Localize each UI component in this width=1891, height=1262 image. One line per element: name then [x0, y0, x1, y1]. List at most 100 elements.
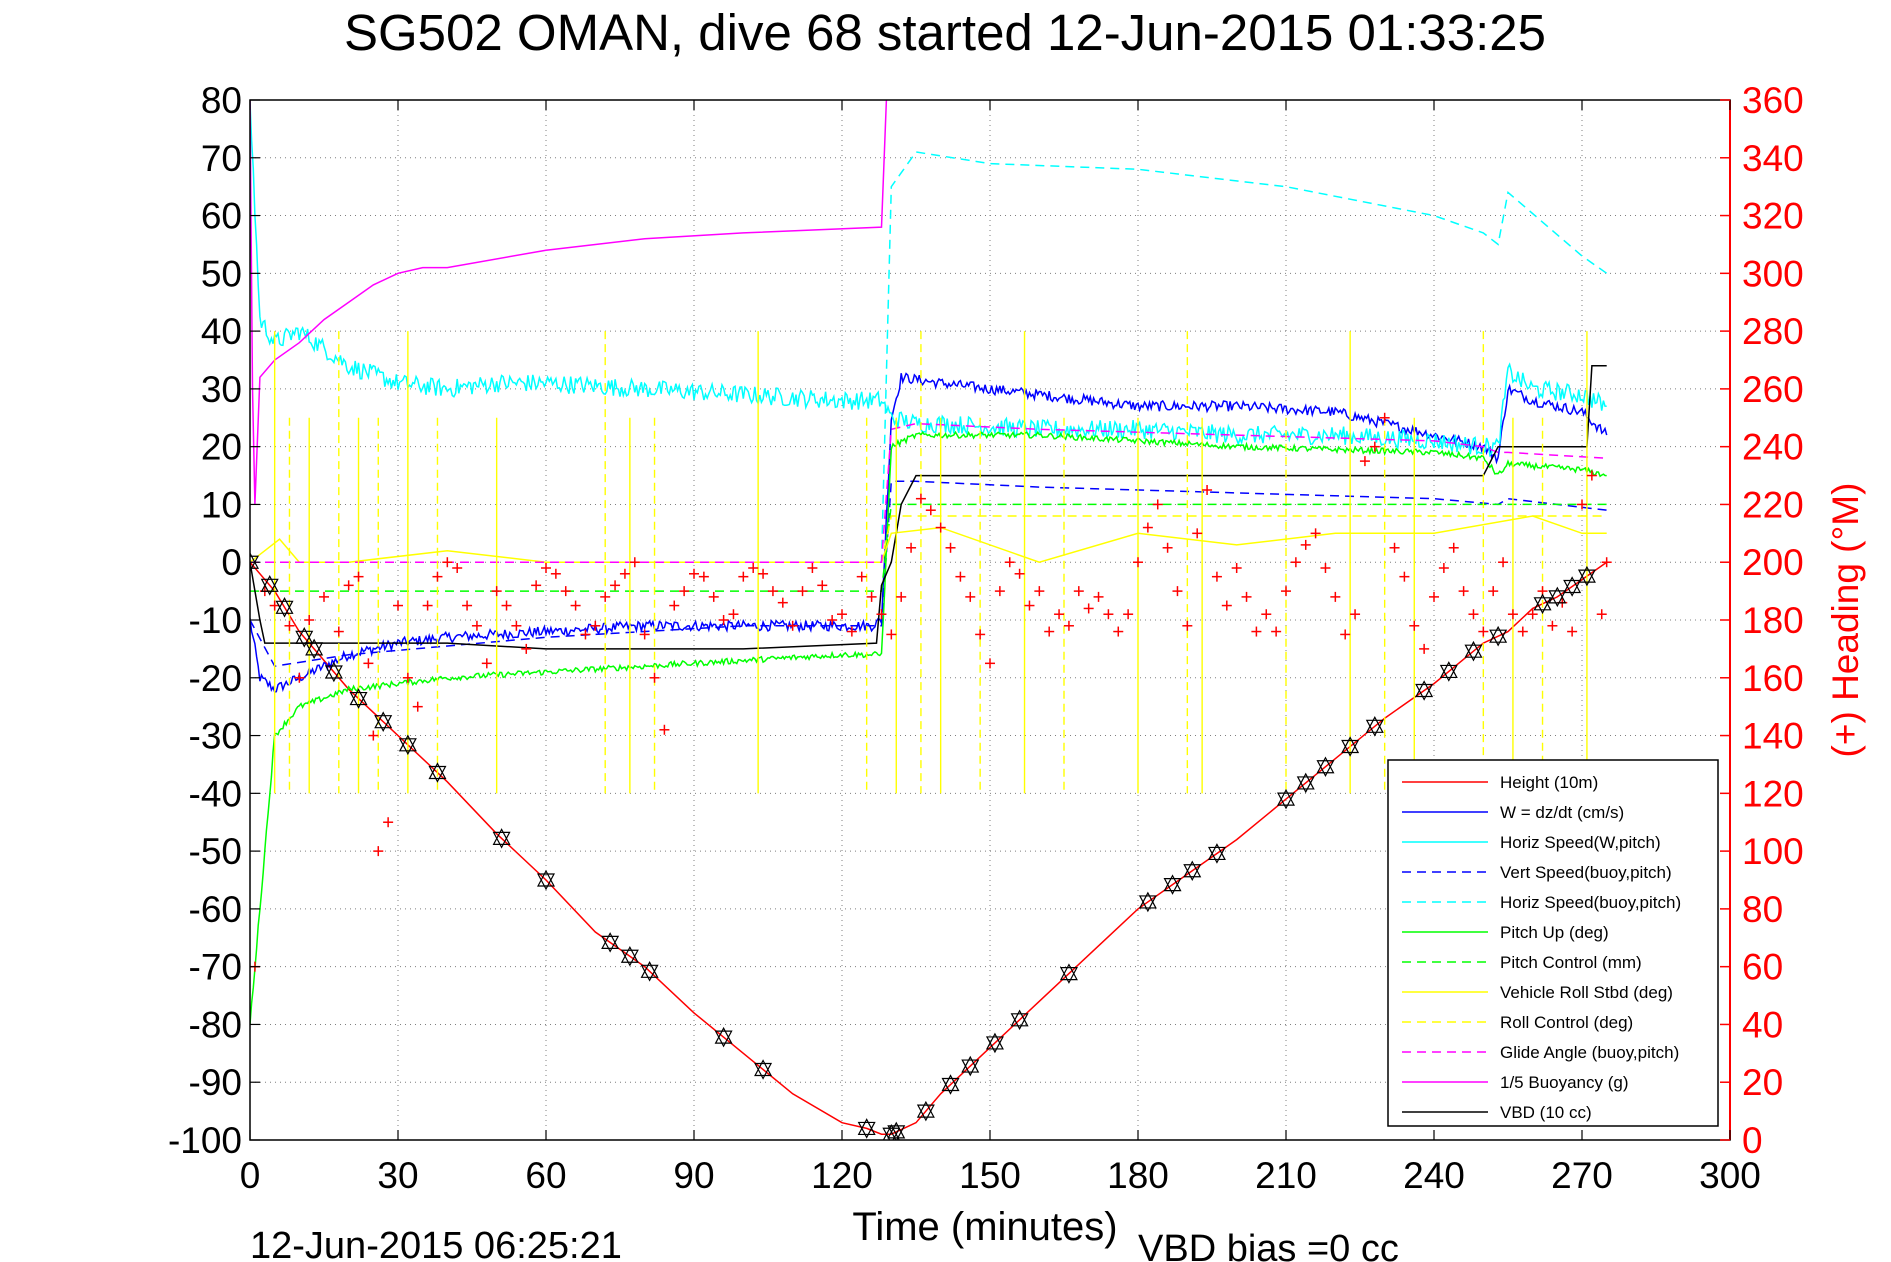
depth-marker — [1341, 736, 1360, 757]
heading-point — [1073, 586, 1084, 597]
heading-point — [319, 591, 329, 602]
heading-point — [580, 629, 591, 640]
depth-marker-up — [1316, 756, 1335, 774]
depth-marker-down — [1464, 644, 1483, 662]
heading-point — [1369, 441, 1380, 452]
y-tick-label: 50 — [201, 253, 242, 294]
heading-point — [1399, 571, 1410, 582]
depth-marker-up — [275, 597, 294, 614]
heading-point — [619, 568, 630, 579]
heading-point — [1113, 626, 1124, 637]
depth-marker-up — [305, 638, 324, 656]
heading-point — [462, 600, 473, 611]
heading-point — [1133, 557, 1143, 568]
heading-point — [748, 563, 759, 573]
y-right-tick-label: 100 — [1742, 831, 1804, 872]
y-right-tick-label: 360 — [1742, 80, 1804, 121]
depth-marker-down — [887, 1125, 906, 1140]
series-line-6 — [250, 503, 1607, 592]
depth-marker-up — [250, 551, 259, 569]
heading-point — [935, 522, 946, 533]
x-tick-label: 60 — [525, 1155, 566, 1196]
heading-point — [294, 672, 305, 683]
y-axis-right-ticks: 3603403203002802602402202001801601401201… — [1720, 80, 1804, 1161]
heading-point — [698, 571, 709, 582]
heading-point — [1350, 609, 1361, 620]
heading-point — [383, 817, 394, 828]
depth-marker — [349, 688, 368, 709]
y-tick-label: 70 — [201, 138, 242, 179]
y-tick-label: 20 — [201, 427, 242, 468]
depth-marker — [857, 1118, 876, 1139]
depth-marker — [1183, 860, 1202, 882]
heading-point — [511, 620, 522, 631]
depth-marker-down — [260, 578, 279, 596]
depth-marker — [275, 597, 294, 618]
heading-point — [1004, 557, 1015, 568]
x-tick-label: 120 — [811, 1155, 873, 1196]
heading-point — [1093, 591, 1104, 602]
depth-marker-down — [537, 873, 555, 891]
depth-marker-up — [1548, 586, 1567, 604]
heading-point — [343, 580, 354, 591]
depth-marker — [537, 869, 555, 891]
depth-marker-up — [754, 1059, 773, 1077]
heading-point — [846, 626, 857, 637]
heading-point — [1221, 600, 1232, 611]
heading-point — [1261, 609, 1272, 620]
heading-point — [570, 600, 581, 611]
y-right-tick-label: 20 — [1742, 1062, 1783, 1103]
depth-marker-up — [1163, 874, 1182, 892]
y-tick-label: -20 — [189, 658, 242, 699]
depth-marker-up — [374, 711, 393, 729]
depth-marker-down — [1489, 629, 1508, 647]
heading-point — [560, 586, 571, 597]
heading-point — [590, 620, 601, 631]
heading-point — [333, 626, 344, 637]
depth-marker — [1533, 593, 1552, 615]
depth-marker — [601, 932, 620, 953]
depth-marker — [1464, 640, 1483, 662]
heading-point — [1281, 586, 1291, 597]
heading-point — [827, 615, 838, 625]
depth-marker-up — [349, 688, 368, 706]
series-line-4 — [250, 151, 1608, 563]
heading-point — [1103, 609, 1114, 620]
depth-marker-up — [1341, 736, 1360, 754]
heading-point — [373, 846, 384, 857]
heading-point — [1596, 609, 1607, 620]
depth-marker-up — [1207, 843, 1226, 861]
depth-marker-up — [941, 1074, 960, 1092]
heading-point — [284, 620, 295, 631]
depth-marker-down — [882, 1127, 901, 1140]
heading-point — [1507, 609, 1518, 620]
heading-point — [353, 571, 364, 582]
heading-point — [491, 586, 502, 597]
depth-marker-down — [601, 935, 620, 953]
depth-marker-down — [492, 831, 511, 849]
legend-label-4: Horiz Speed(buoy,pitch) — [1500, 893, 1681, 912]
heading-point — [1458, 586, 1469, 597]
heading-point — [886, 629, 897, 640]
heading-point — [1527, 609, 1538, 620]
depth-marker-down — [1365, 719, 1384, 737]
y-right-tick-label: 160 — [1742, 658, 1804, 699]
heading-point — [412, 701, 423, 712]
depth-marker-up — [1415, 680, 1434, 698]
y-tick-label: 60 — [201, 196, 242, 237]
depth-marker-down — [916, 1104, 935, 1122]
depth-marker-down — [324, 665, 343, 683]
y-tick-label: 10 — [201, 484, 242, 525]
depth-marker-down — [428, 765, 447, 783]
heading-point — [1330, 591, 1341, 602]
depth-marker — [620, 945, 639, 967]
depth-marker — [1163, 874, 1182, 895]
depth-marker — [1563, 576, 1582, 597]
depth-marker-down — [1163, 878, 1182, 895]
x-tick-label: 30 — [377, 1155, 418, 1196]
legend-label-11: VBD (10 cc) — [1500, 1103, 1592, 1122]
y-tick-label: -10 — [189, 600, 242, 641]
heading-point — [817, 580, 828, 591]
depth-marker-up — [1439, 661, 1458, 679]
y-tick-label: -30 — [189, 716, 242, 757]
